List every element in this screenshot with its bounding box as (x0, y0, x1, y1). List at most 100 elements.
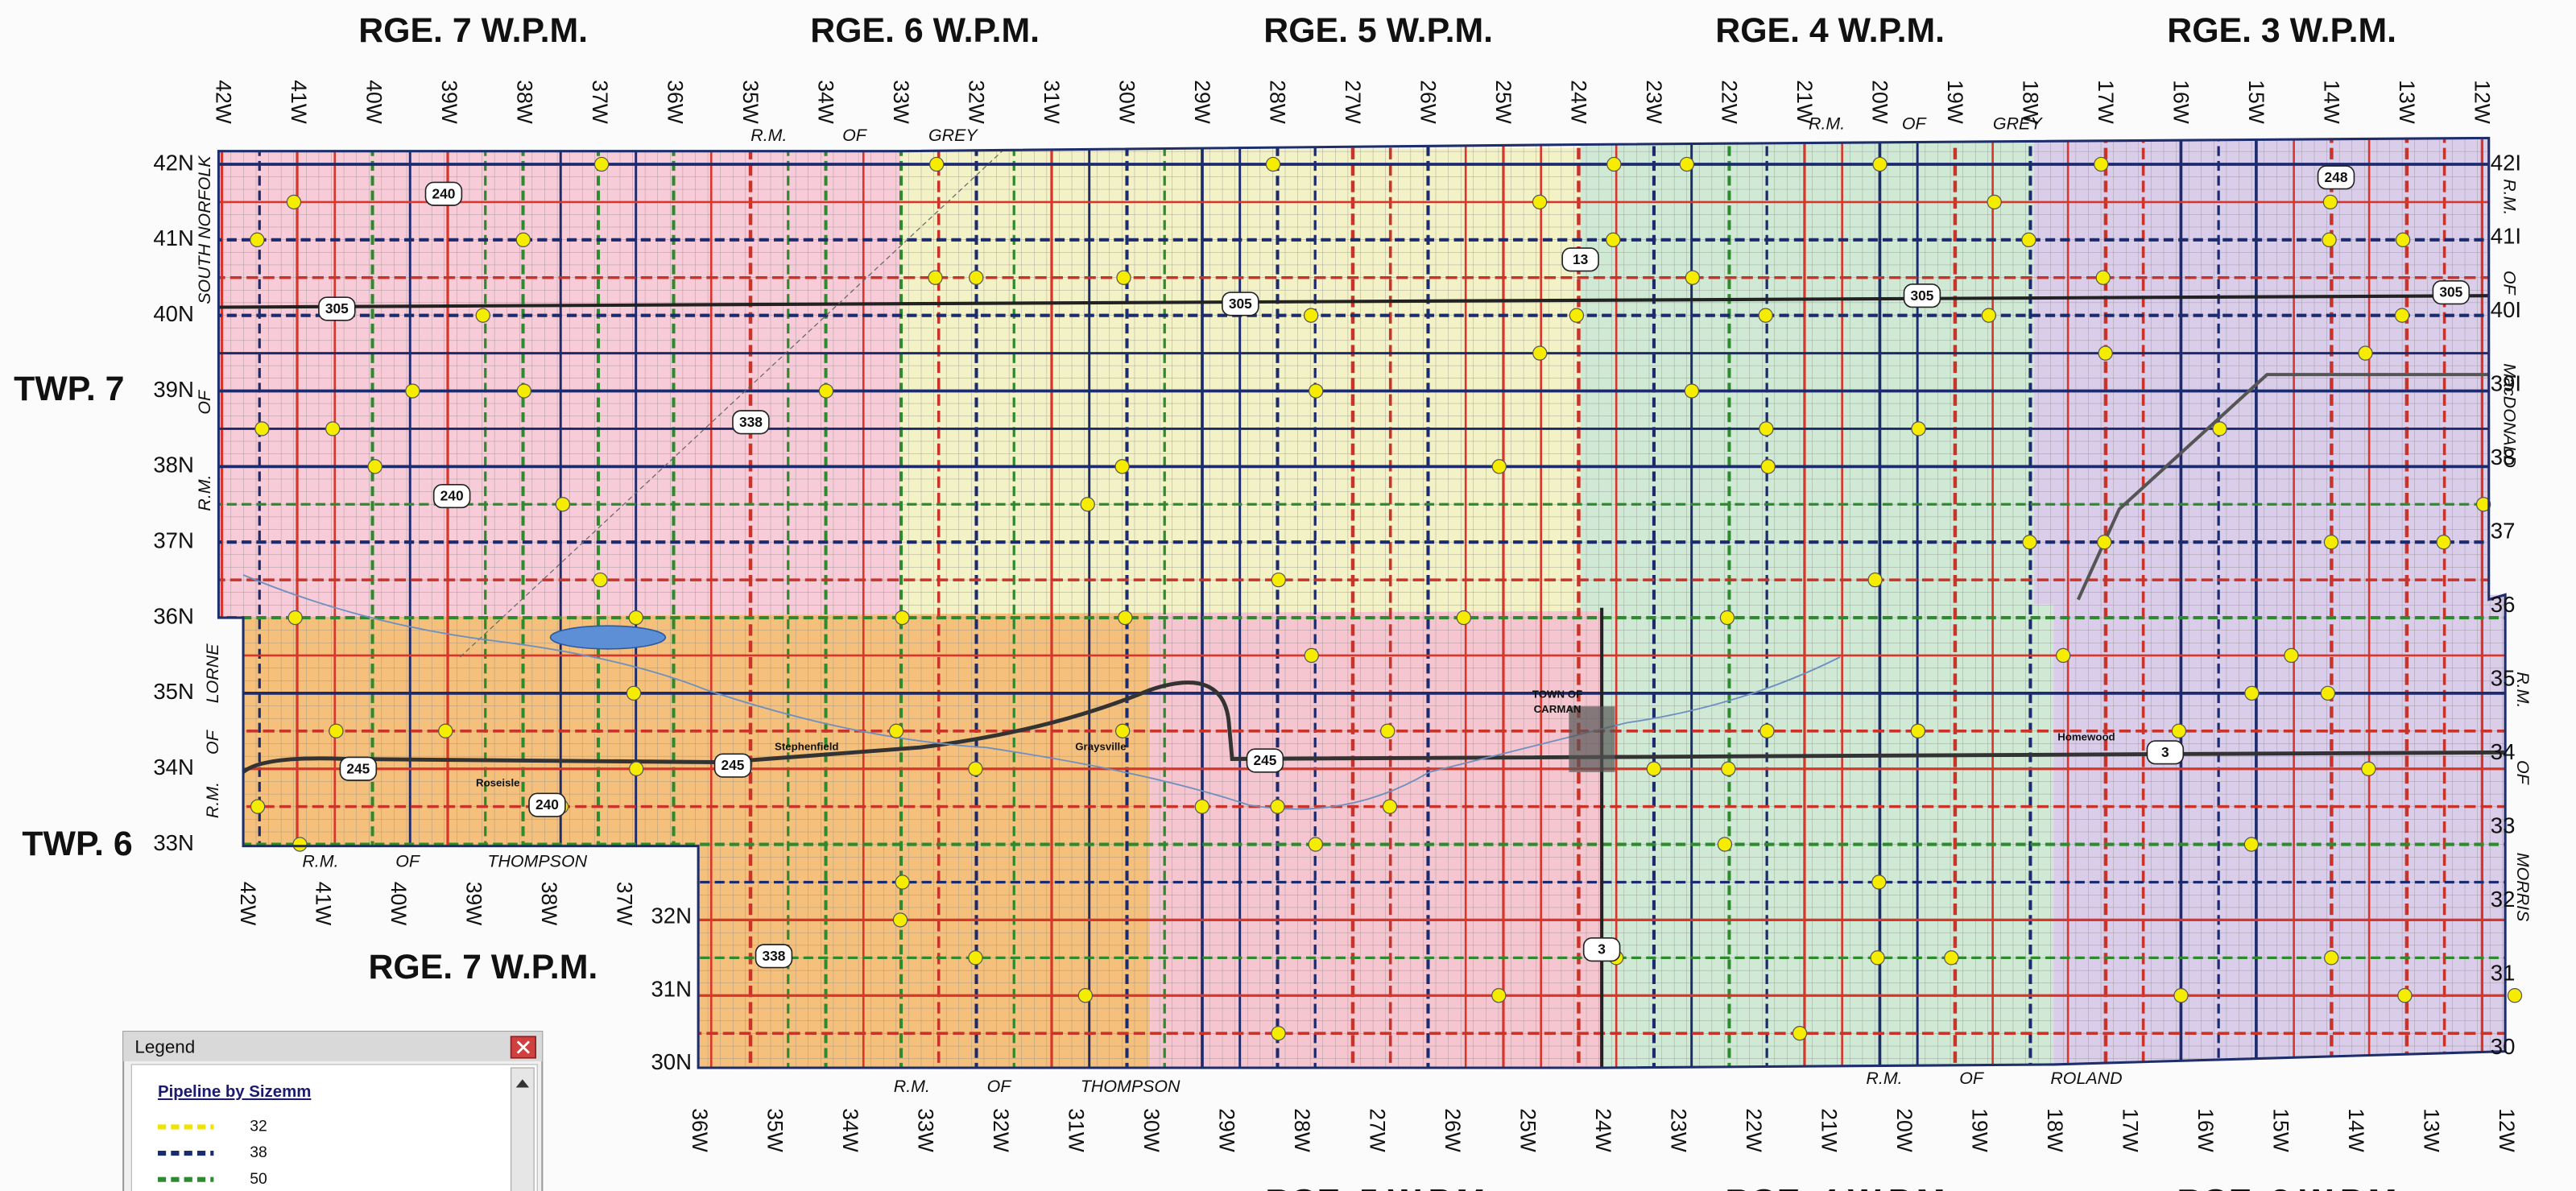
pipeline-marker (1870, 950, 1885, 966)
town-label: Homewood (2057, 730, 2115, 742)
pipeline-marker (2507, 988, 2523, 1003)
pipeline-marker (2323, 535, 2339, 550)
row-label: 32N (651, 904, 692, 928)
municipality-label: OF (842, 126, 868, 145)
highway-shield (1246, 748, 1284, 773)
column-label: 24W (1566, 80, 1590, 124)
pipeline-marker (1194, 799, 1209, 814)
pipeline-marker (1532, 345, 1548, 361)
column-label: 17W (2119, 1108, 2143, 1152)
pipeline-marker (1871, 875, 1887, 890)
highway-number: 3 (1598, 941, 1606, 957)
pipeline-marker (1646, 761, 1662, 776)
column-label: 42W (236, 882, 260, 926)
municipality-label: R.M. (1809, 114, 1845, 134)
column-label: 41W (287, 80, 311, 124)
column-label: 14W (2319, 80, 2343, 124)
municipality-label: R.M. (195, 474, 214, 511)
column-label: 36W (663, 80, 687, 124)
column-label: 19W (1943, 80, 1967, 124)
highway-shield (432, 483, 471, 509)
column-label: 30W (1139, 1108, 1164, 1152)
legend: Legend Pipeline by Sizemm 32 38 50 (122, 1031, 544, 1191)
pipeline-marker (818, 383, 834, 399)
pipeline-marker (1304, 647, 1319, 664)
pipeline-marker (1911, 421, 1926, 436)
municipality-label: SOUTH NORFOLK (195, 155, 214, 304)
highway-number: 305 (325, 300, 349, 316)
town-label: Graysville (1075, 741, 1126, 753)
row-label: 33N (153, 830, 194, 855)
pipeline-marker (1116, 270, 1131, 285)
highway-number: 305 (1910, 287, 1933, 304)
column-label: 13W (2395, 80, 2419, 124)
row-label: 34 (2491, 739, 2516, 764)
range-label: RGE. 7 W.P.M. (368, 948, 597, 986)
column-label: 20W (1867, 80, 1892, 124)
municipality-label: OF (2513, 760, 2533, 786)
highway-number: 248 (2325, 169, 2348, 185)
pipeline-marker (1080, 497, 1095, 512)
column-label: 33W (914, 1108, 938, 1152)
pipeline-marker (2094, 156, 2109, 172)
column-label: 35W (738, 80, 763, 124)
highway-shield (713, 753, 752, 778)
column-label: 27W (1341, 80, 1365, 124)
column-label: 40W (362, 80, 387, 124)
row-label: 30 (2491, 1034, 2516, 1059)
highway-number: 240 (432, 185, 455, 201)
column-label: 33W (889, 80, 913, 124)
pipeline-marker (516, 383, 531, 399)
legend-scrollbar[interactable] (510, 1067, 535, 1191)
column-label: 13W (2419, 1108, 2443, 1152)
row-label: 32 (2491, 887, 2516, 912)
highway-shield (318, 296, 356, 321)
range-label: RGE. 5 W.P.M. (1263, 11, 1493, 50)
pipeline-marker (250, 232, 265, 248)
column-label: 14W (2344, 1108, 2368, 1152)
column-label: 18W (2043, 1108, 2067, 1152)
close-icon (516, 1040, 531, 1054)
pipeline-marker (1717, 837, 1733, 852)
range-label: RGE. 4 W.P.M. (1715, 11, 1945, 50)
pipeline-marker (1114, 459, 1130, 474)
column-label: 12W (2495, 1108, 2519, 1152)
diagonal (459, 151, 1003, 658)
row-label: 39I (2491, 371, 2521, 396)
pipeline-marker (1759, 723, 1775, 738)
highway-number: 13 (1573, 251, 1589, 267)
pipeline-marker (1271, 572, 1286, 588)
pipeline-marker (1679, 156, 1695, 172)
pipeline-marker (2397, 988, 2413, 1003)
highway-shield (2146, 740, 2185, 765)
legend-label: 38 (250, 1143, 267, 1161)
row-label: 42N (153, 150, 194, 175)
pipeline-marker (1758, 308, 1773, 323)
pipeline-marker (250, 799, 266, 814)
column-label: 15W (2244, 80, 2268, 124)
pipeline-marker (1606, 156, 1622, 172)
municipality-label: R.M. (1866, 1069, 1902, 1088)
pipeline-marker (1456, 610, 1471, 626)
scroll-arrow (515, 1079, 530, 1088)
highway-shield (2432, 280, 2471, 305)
column-label: 17W (2094, 80, 2118, 124)
highway-shield (424, 181, 463, 206)
range-label: RGE. 3 W.P.M. (2177, 1183, 2407, 1191)
row-label: 34N (153, 755, 194, 780)
pipeline-marker (1265, 156, 1281, 172)
municipality-label: OF (195, 389, 214, 415)
column-label: 22W (1717, 80, 1741, 124)
highway-number: 3 (2161, 744, 2169, 760)
highway-number: 338 (739, 414, 763, 430)
municipality-label: OF (987, 1077, 1013, 1096)
column-label: 31W (1040, 80, 1064, 124)
pipeline-marker (1867, 572, 1883, 588)
pipeline-marker (2171, 723, 2187, 738)
column-label: 41W (312, 882, 336, 926)
pipeline-marker (2212, 421, 2227, 436)
pipeline-marker (2322, 232, 2337, 248)
column-label: 20W (1892, 1108, 1916, 1152)
column-label: 30W (1114, 80, 1139, 124)
